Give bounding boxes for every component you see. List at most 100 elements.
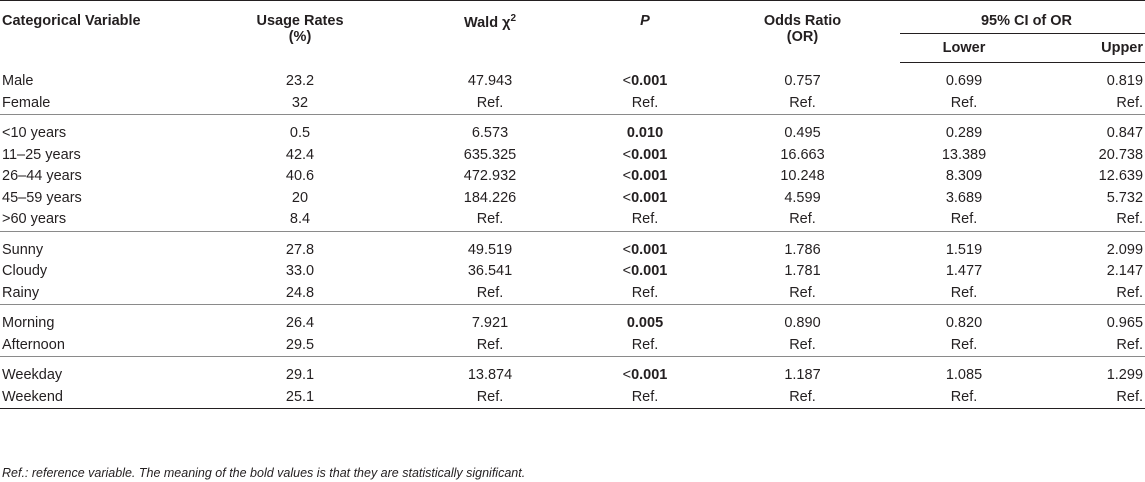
odds-ratio: 0.757 <box>784 73 821 89</box>
wald-value: Ref. <box>395 386 585 409</box>
wald-value: 472.932 <box>463 168 517 184</box>
p-value: <0.001 <box>622 73 668 89</box>
odds-ratio: Ref. <box>705 92 900 115</box>
odds-ratio: 16.663 <box>780 146 825 163</box>
header-odds-ratio: Odds Ratio (OR) <box>705 0 900 63</box>
ci-lower: Ref. <box>900 386 1020 409</box>
ci-lower: 1.519 <box>945 241 983 258</box>
row-group: <10 years 0.5 6.573 0.010 0.495 0.289 0.847 11–… <box>0 115 1145 232</box>
header-usage-rates: Usage Rates (%) <box>205 0 395 63</box>
ci-upper: 0.965 <box>1106 315 1144 331</box>
wald-value: 7.921 <box>471 315 509 331</box>
row-label: Weekend <box>0 386 205 409</box>
p-value: <0.001 <box>622 241 668 258</box>
header-categorical-variable: Categorical Variable <box>0 0 205 63</box>
row-label: 11–25 years <box>2 146 81 163</box>
odds-ratio: 0.890 <box>784 315 821 331</box>
row-group: Morning 26.4 7.921 0.005 0.890 0.820 0.965 Afte… <box>0 305 1145 357</box>
p-value: <0.001 <box>622 146 668 163</box>
table-row: Cloudy 33.0 36.541 <0.001 1.781 1.477 2.147 <box>0 261 1145 283</box>
ci-upper: Ref. <box>1020 386 1145 409</box>
ci-upper: 0.819 <box>1106 73 1144 89</box>
usage-rate: 23.2 <box>285 73 315 89</box>
odds-ratio: 1.781 <box>784 263 821 279</box>
p-value: <0.001 <box>622 168 668 184</box>
row-label: Rainy <box>0 282 205 305</box>
ci-lower: 8.309 <box>945 168 983 184</box>
odds-ratio: 10.248 <box>780 168 825 184</box>
table-row: Sunny 27.8 49.519 <0.001 1.786 1.519 2.099 <box>0 240 1145 262</box>
usage-rate: 0.5 <box>289 125 311 141</box>
row-label: Weekday <box>2 367 63 383</box>
wald-value: 13.874 <box>467 367 513 383</box>
wald-value: Ref. <box>395 282 585 305</box>
row-group: Sunny 27.8 49.519 <0.001 1.786 1.519 2.099 Clou… <box>0 231 1145 305</box>
ci-upper: 12.639 <box>1098 168 1144 184</box>
odds-ratio: Ref. <box>705 209 900 232</box>
ci-upper: 20.738 <box>1098 146 1144 163</box>
ci-upper: Ref. <box>1020 334 1145 357</box>
usage-rate: 27.8 <box>285 241 315 258</box>
row-label: Cloudy <box>2 263 48 279</box>
ci-upper: Ref. <box>1020 209 1145 232</box>
table-row: 26–44 years 40.6 472.932 <0.001 10.248 8.309 1… <box>0 166 1145 188</box>
odds-ratio: 0.495 <box>784 125 821 141</box>
header-ci-group: 95% CI of OR <box>900 0 1145 34</box>
results-table: Categorical Variable Usage Rates (%) Wald… <box>0 0 1145 409</box>
row-label: Sunny <box>2 241 44 258</box>
p-value: <0.001 <box>622 189 668 206</box>
usage-rate: 25.1 <box>205 386 395 409</box>
table-row: Weekday 29.1 13.874 <0.001 1.187 1.085 1.299 <box>0 365 1145 387</box>
table-row: >60 years 8.4 Ref. Ref. Ref. Ref. Ref. <box>0 209 1145 232</box>
wald-value: Ref. <box>395 209 585 232</box>
usage-rate: 40.6 <box>285 168 315 184</box>
usage-rate: 26.4 <box>285 315 315 331</box>
odds-ratio: 4.599 <box>784 189 821 206</box>
row-label: 45–59 years <box>2 189 82 206</box>
usage-rate: 8.4 <box>205 209 395 232</box>
p-value: Ref. <box>585 209 705 232</box>
ci-lower: 0.699 <box>945 73 983 89</box>
odds-ratio: Ref. <box>705 334 900 357</box>
usage-rate: 42.4 <box>285 146 315 163</box>
table-row: 45–59 years 20 184.226 <0.001 4.599 3.689 5.73… <box>0 188 1145 210</box>
ci-lower: Ref. <box>900 282 1020 305</box>
table-row: Afternoon 29.5 Ref. Ref. Ref. Ref. Ref. <box>0 334 1145 357</box>
table-row: <10 years 0.5 6.573 0.010 0.495 0.289 0.847 <box>0 123 1145 145</box>
table-row: Male 23.2 47.943 <0.001 0.757 0.699 0.819 <box>0 71 1145 93</box>
p-value: Ref. <box>585 282 705 305</box>
table-header: Categorical Variable Usage Rates (%) Wald… <box>0 0 1145 63</box>
ci-lower: 3.689 <box>945 189 983 206</box>
row-group: Male 23.2 47.943 <0.001 0.757 0.699 0.819 Femal… <box>0 63 1145 115</box>
table-row: Morning 26.4 7.921 0.005 0.890 0.820 0.965 <box>0 313 1145 335</box>
p-value: Ref. <box>585 92 705 115</box>
table-footnote: Ref.: reference variable. The meaning of… <box>2 466 526 480</box>
table-row: 11–25 years 42.4 635.325 <0.001 16.663 13.389… <box>0 145 1145 167</box>
odds-ratio: 1.786 <box>784 241 821 258</box>
row-label: Afternoon <box>0 334 205 357</box>
wald-value: 184.226 <box>463 189 517 206</box>
ci-upper: 1.299 <box>1106 367 1144 383</box>
ci-lower: 13.389 <box>941 146 987 163</box>
usage-rate: 32 <box>205 92 395 115</box>
wald-value: 635.325 <box>463 146 517 163</box>
wald-value: 47.943 <box>467 73 513 89</box>
ci-lower: 0.820 <box>945 315 983 331</box>
header-ci-upper: Upper <box>1020 33 1145 63</box>
ci-lower: 1.477 <box>945 263 983 279</box>
ci-upper: 2.099 <box>1106 241 1144 258</box>
table-row: Rainy 24.8 Ref. Ref. Ref. Ref. Ref. <box>0 282 1145 305</box>
table-row: Female 32 Ref. Ref. Ref. Ref. Ref. <box>0 92 1145 115</box>
odds-ratio: Ref. <box>705 282 900 305</box>
table-row: Weekend 25.1 Ref. Ref. Ref. Ref. Ref. <box>0 386 1145 409</box>
wald-value: Ref. <box>395 334 585 357</box>
ci-upper: Ref. <box>1020 92 1145 115</box>
ci-upper: 0.847 <box>1106 125 1144 141</box>
header-wald-chi2: Wald χ2 <box>395 0 585 63</box>
p-value: <0.001 <box>622 263 668 279</box>
p-value: Ref. <box>585 386 705 409</box>
ci-lower: Ref. <box>900 92 1020 115</box>
row-group: Weekday 29.1 13.874 <0.001 1.187 1.085 1.299 We… <box>0 357 1145 409</box>
p-value: Ref. <box>585 334 705 357</box>
wald-value: 6.573 <box>471 125 509 141</box>
